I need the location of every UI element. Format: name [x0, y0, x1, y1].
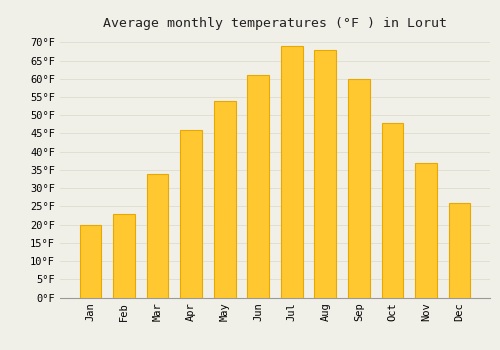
Bar	[314, 50, 336, 298]
Bar	[448, 203, 470, 298]
Bar	[348, 79, 370, 298]
Title: Average monthly temperatures (°F ) in Lorut: Average monthly temperatures (°F ) in Lo…	[103, 17, 447, 30]
Bar	[214, 101, 236, 298]
Bar	[113, 214, 135, 298]
Bar	[415, 163, 437, 298]
Bar	[248, 75, 269, 298]
Bar	[281, 46, 302, 298]
Bar	[382, 122, 404, 298]
Bar	[80, 225, 102, 298]
Bar	[180, 130, 202, 298]
Bar	[146, 174, 169, 298]
